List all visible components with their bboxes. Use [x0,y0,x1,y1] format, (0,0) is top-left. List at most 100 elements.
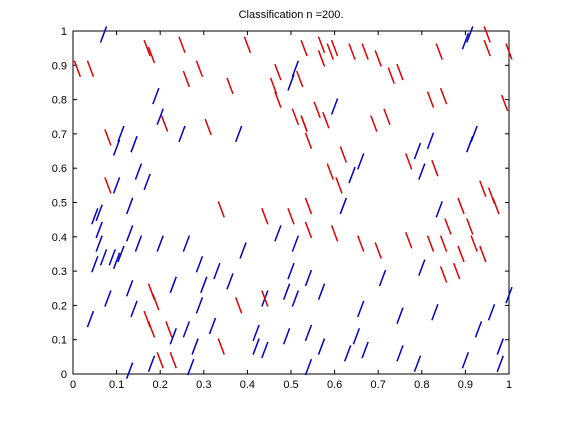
point [130,135,138,153]
point [396,345,404,362]
y-tick-label: 0.6 [52,163,67,175]
point [287,262,295,280]
point [152,87,160,105]
point [335,177,343,194]
y-tick-label: 1 [61,26,67,38]
point [304,197,313,215]
y-tick-label: 0.5 [52,198,67,210]
point [182,70,191,88]
point [431,159,439,177]
x-tick-label: 0.2 [153,379,168,391]
chart-title: Classification n =200. [239,9,344,21]
point [461,352,470,369]
point [418,163,426,180]
point [130,300,138,318]
point [317,338,326,355]
point [431,303,439,321]
point [125,362,134,379]
point [104,177,112,194]
point [178,125,186,143]
point [452,262,461,280]
point [287,207,295,225]
point [108,249,116,266]
point [99,26,108,43]
point [147,46,156,64]
point [143,173,151,191]
point [483,26,491,43]
point [104,290,112,307]
point [304,324,313,342]
point [300,39,308,57]
point [435,201,443,218]
point [370,115,378,132]
x-tick-label: 0.6 [327,379,342,391]
point [317,283,326,300]
point [374,242,382,259]
point [483,39,491,57]
point [117,125,125,143]
point [317,50,326,67]
point [269,77,278,95]
point [152,293,160,311]
y-tick-label: 0.1 [52,335,67,347]
point [147,321,156,338]
point [169,352,177,369]
point [348,166,356,184]
point [343,345,352,362]
point [112,177,121,194]
point [182,321,191,338]
point [261,207,269,225]
point [99,249,108,266]
point [470,235,478,252]
point [492,197,500,215]
point [208,317,217,335]
point [282,283,291,300]
point [117,245,125,263]
point [457,245,465,263]
point [296,70,304,88]
point [317,36,326,53]
point [439,235,448,252]
point [91,207,99,225]
point [322,111,330,129]
point [195,255,204,273]
point [304,221,313,239]
point [226,77,234,95]
point [339,197,348,215]
point [466,26,474,43]
point [125,225,134,242]
point [313,101,321,119]
y-tick-label: 0.8 [52,95,67,107]
point [91,255,99,273]
point [86,60,95,77]
point [361,43,369,60]
x-tick-label: 0 [70,379,76,391]
point [496,338,504,355]
point [396,63,404,81]
point [291,60,300,77]
x-tick-label: 0.3 [196,379,211,391]
point [439,266,448,283]
point [374,50,382,67]
point [505,43,513,60]
point [487,303,496,321]
point [165,321,173,338]
point [86,310,95,328]
point [435,43,443,60]
point [387,67,395,84]
point [326,43,334,60]
point [187,358,195,376]
point [383,108,391,126]
point [500,94,509,112]
point [160,115,169,132]
point [479,180,487,198]
point [326,163,334,180]
point [426,91,435,108]
point [261,290,269,307]
point [95,204,103,222]
point [213,262,221,280]
point [426,235,435,252]
point [204,118,212,136]
